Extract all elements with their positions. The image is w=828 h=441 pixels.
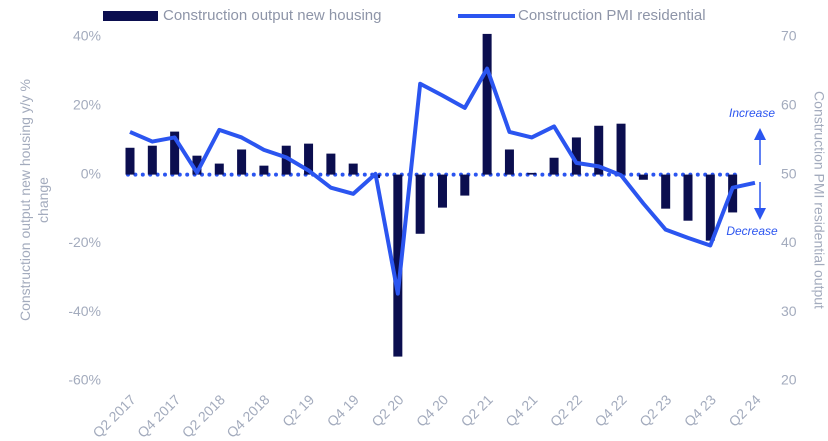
y2-tick-label: 30 <box>781 303 797 319</box>
bar <box>214 163 224 175</box>
bar <box>326 153 336 175</box>
bar <box>304 143 314 175</box>
x-tick-label: Q4 22 <box>591 391 629 429</box>
bar <box>638 174 648 180</box>
y-axis-label: Construction output new housing y/y % cha… <box>17 79 51 321</box>
x-tick-label: Q2 24 <box>725 391 763 429</box>
x-tick-label: Q4 19 <box>324 391 362 429</box>
x-tick-label: Q4 20 <box>413 391 451 429</box>
x-tick-label: Q4 21 <box>502 391 540 429</box>
bar <box>192 155 202 175</box>
x-tick-label: Q2 2018 <box>179 391 228 440</box>
bar <box>482 33 492 175</box>
y-tick-label: -40% <box>68 303 101 319</box>
y2-tick-label: 60 <box>781 97 797 113</box>
line <box>129 66 756 296</box>
legend-label: Construction PMI residential <box>518 7 706 24</box>
bar <box>348 163 358 175</box>
bar <box>147 145 157 175</box>
bar <box>237 149 247 175</box>
bar <box>415 174 425 234</box>
x-tick-label: Q4 2017 <box>134 391 183 440</box>
x-tick-label: Q4 23 <box>681 391 719 429</box>
bar <box>393 174 403 357</box>
bar <box>527 172 537 175</box>
bar <box>661 174 671 209</box>
y-axis-label-line: Construction output new housing y/y % <box>17 79 33 321</box>
bar <box>437 174 447 208</box>
bar <box>125 147 135 175</box>
y2-tick-label: 40 <box>781 234 797 250</box>
bar <box>728 174 738 213</box>
bar <box>616 123 626 175</box>
legend-label: Construction output new housing <box>163 7 381 24</box>
x-tick-label: Q2 19 <box>279 391 317 429</box>
bar <box>460 174 470 196</box>
y2-axis-label: Construction PMI residential output <box>811 91 827 309</box>
bar <box>683 174 693 221</box>
annotation: Decrease <box>726 224 778 238</box>
x-tick-label: Q2 20 <box>368 391 406 429</box>
bar <box>170 131 180 175</box>
bar <box>549 157 559 175</box>
bar <box>281 145 291 175</box>
x-tick-label: Q2 22 <box>547 391 585 429</box>
bar <box>571 137 581 175</box>
y-tick-label: -60% <box>68 372 101 388</box>
bar <box>504 149 514 175</box>
x-tick-label: Q2 21 <box>458 391 496 429</box>
y2-tick-label: 20 <box>781 372 797 388</box>
y-tick-label: 40% <box>73 28 101 44</box>
y-tick-label: 0% <box>81 165 101 181</box>
x-tick-label: Q4 2018 <box>223 391 272 440</box>
bar <box>594 125 604 175</box>
x-tick-label: Q2 23 <box>636 391 674 429</box>
y2-tick-label: 50 <box>781 165 797 181</box>
y-tick-label: 20% <box>73 97 101 113</box>
y2-tick-label: 70 <box>781 28 797 44</box>
y-tick-label: -20% <box>68 234 101 250</box>
bar <box>259 165 269 175</box>
x-tick-label: Q2 2017 <box>89 391 138 440</box>
bar <box>705 174 715 241</box>
y-axis-label-line: change <box>35 177 51 223</box>
legend-swatch <box>103 11 158 21</box>
annotation: Increase <box>729 106 775 120</box>
